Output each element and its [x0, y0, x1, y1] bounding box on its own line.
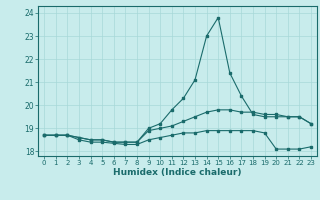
X-axis label: Humidex (Indice chaleur): Humidex (Indice chaleur) — [113, 168, 242, 177]
